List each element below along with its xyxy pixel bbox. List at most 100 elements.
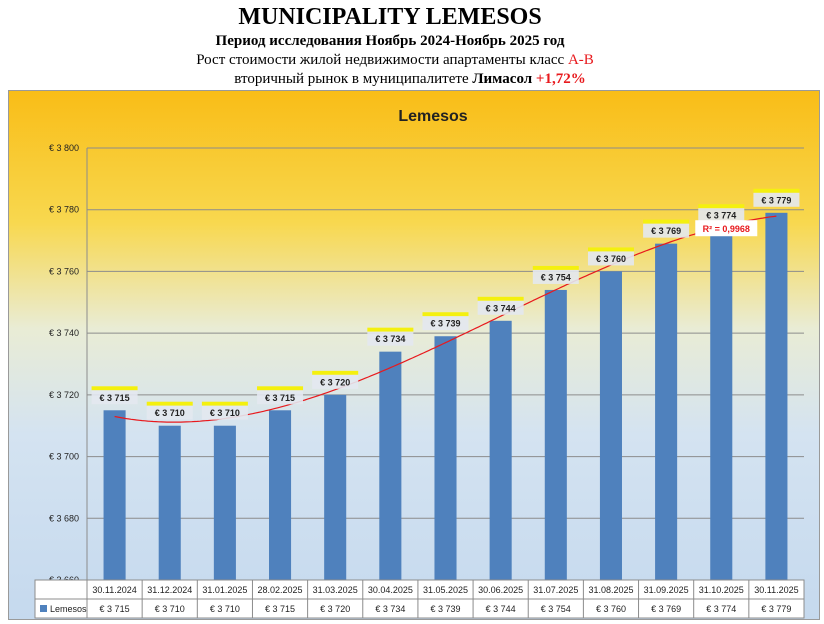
bar bbox=[544, 289, 567, 580]
y-tick-label: € 3 720 bbox=[49, 390, 79, 400]
legend-swatch bbox=[40, 605, 47, 612]
data-table-value: € 3 769 bbox=[651, 604, 681, 614]
x-tick-label: 30.04.2025 bbox=[368, 585, 413, 595]
data-label-highlight bbox=[91, 386, 138, 391]
data-table-value: € 3 734 bbox=[375, 604, 405, 614]
data-label-highlight bbox=[422, 312, 469, 317]
bar bbox=[599, 271, 622, 580]
data-label-highlight bbox=[367, 327, 414, 332]
data-label-highlight bbox=[587, 247, 634, 252]
data-label-box bbox=[698, 208, 745, 223]
data-label-highlight bbox=[698, 204, 745, 209]
bar bbox=[710, 228, 733, 580]
data-table-value: € 3 779 bbox=[761, 604, 791, 614]
data-table-value: € 3 715 bbox=[100, 604, 130, 614]
data-label-highlight bbox=[753, 188, 800, 193]
bar bbox=[158, 425, 181, 580]
bar bbox=[655, 243, 678, 580]
data-label: € 3 744 bbox=[486, 303, 516, 313]
growth-value: +1,72% bbox=[535, 71, 586, 87]
data-label: € 3 710 bbox=[155, 408, 185, 418]
data-label-box bbox=[753, 192, 800, 207]
x-tick-label: 30.11.2025 bbox=[754, 585, 798, 595]
data-label-box bbox=[477, 300, 524, 315]
data-label: € 3 715 bbox=[265, 393, 295, 403]
x-tick-label: 31.10.2025 bbox=[699, 585, 744, 595]
bar bbox=[489, 320, 512, 580]
data-label-highlight bbox=[146, 401, 193, 406]
data-table-value: € 3 754 bbox=[541, 604, 571, 614]
data-label: € 3 779 bbox=[761, 195, 791, 205]
data-label: € 3 760 bbox=[596, 254, 626, 264]
data-label-highlight bbox=[257, 386, 304, 391]
subtitle-line-2-text: Рост стоимости жилой недвижимости апарта… bbox=[196, 52, 568, 68]
data-label-box bbox=[257, 390, 304, 405]
x-tick-label: 31.08.2025 bbox=[588, 585, 633, 595]
chart-title: Lemesos bbox=[398, 108, 467, 125]
bar-chart: Lemesos € 3 660€ 3 680€ 3 700€ 3 720€ 3 … bbox=[9, 91, 819, 619]
data-label: € 3 769 bbox=[651, 226, 681, 236]
data-label-box bbox=[201, 405, 248, 420]
bar bbox=[324, 394, 347, 580]
x-tick-label: 31.01.2025 bbox=[202, 585, 247, 595]
data-label-box bbox=[146, 405, 193, 420]
data-label: € 3 739 bbox=[430, 319, 460, 329]
data-label-highlight bbox=[643, 219, 690, 224]
data-table-value: € 3 739 bbox=[430, 604, 460, 614]
bar bbox=[269, 410, 292, 580]
data-table-value: € 3 744 bbox=[486, 604, 516, 614]
y-tick-label: € 3 800 bbox=[49, 143, 79, 153]
x-tick-label: 28.02.2025 bbox=[258, 585, 303, 595]
data-label-highlight bbox=[532, 265, 579, 270]
city-name: Лимасол bbox=[472, 71, 533, 87]
y-tick-label: € 3 680 bbox=[49, 513, 79, 523]
y-tick-label: € 3 740 bbox=[49, 328, 79, 338]
x-tick-label: 30.11.2024 bbox=[92, 585, 136, 595]
data-label-box bbox=[312, 374, 359, 389]
r-squared-box bbox=[695, 220, 758, 237]
data-label-box bbox=[91, 390, 138, 405]
y-tick-label: € 3 780 bbox=[49, 205, 79, 215]
data-label: € 3 774 bbox=[706, 211, 736, 221]
bar bbox=[434, 336, 457, 580]
data-label-highlight bbox=[312, 370, 359, 375]
data-label-highlight bbox=[477, 296, 524, 301]
y-tick-label: € 3 700 bbox=[49, 452, 79, 462]
legend-label: Lemesos bbox=[50, 604, 87, 614]
data-label-box bbox=[422, 316, 469, 331]
subtitle-line-3-text: вторичный рынок в муниципалитете bbox=[234, 71, 473, 87]
bar bbox=[213, 425, 236, 580]
data-label-box bbox=[587, 251, 634, 266]
class-label: A-B bbox=[567, 52, 594, 68]
bar bbox=[379, 351, 402, 580]
bar bbox=[103, 410, 126, 580]
data-label-box bbox=[643, 223, 690, 238]
data-table-value: € 3 710 bbox=[210, 604, 240, 614]
data-label: € 3 715 bbox=[100, 393, 130, 403]
data-table-value: € 3 774 bbox=[706, 604, 736, 614]
x-tick-label: 31.12.2024 bbox=[147, 585, 192, 595]
x-tick-label: 31.03.2025 bbox=[313, 585, 358, 595]
x-tick-label: 30.06.2025 bbox=[478, 585, 523, 595]
data-label: € 3 710 bbox=[210, 408, 240, 418]
bar bbox=[765, 212, 788, 581]
chart-frame: Lemesos € 3 660€ 3 680€ 3 700€ 3 720€ 3 … bbox=[8, 90, 820, 620]
data-label-box bbox=[367, 331, 414, 346]
data-label: € 3 734 bbox=[375, 334, 405, 344]
data-label-box bbox=[532, 269, 579, 284]
data-table-value: € 3 710 bbox=[155, 604, 185, 614]
study-period: Период исследования Ноябрь 2024-Ноябрь 2… bbox=[215, 33, 565, 49]
subtitle-line-3: вторичный рынок в муниципалитете Лимасол… bbox=[0, 71, 820, 88]
x-tick-label: 31.09.2025 bbox=[644, 585, 689, 595]
r-squared-label: R² = 0,9968 bbox=[703, 224, 750, 234]
page-title: MUNICIPALITY LEMESOS bbox=[238, 4, 542, 30]
subtitle-line-2: Рост стоимости жилой недвижимости апарта… bbox=[0, 52, 790, 69]
data-table-value: € 3 715 bbox=[265, 604, 295, 614]
chart-background bbox=[9, 91, 819, 619]
x-tick-label: 31.05.2025 bbox=[423, 585, 468, 595]
x-tick-label: 31.07.2025 bbox=[533, 585, 578, 595]
y-tick-label: € 3 760 bbox=[49, 266, 79, 276]
data-table-value: € 3 720 bbox=[320, 604, 350, 614]
data-label-highlight bbox=[201, 401, 248, 406]
data-table-value: € 3 760 bbox=[596, 604, 626, 614]
